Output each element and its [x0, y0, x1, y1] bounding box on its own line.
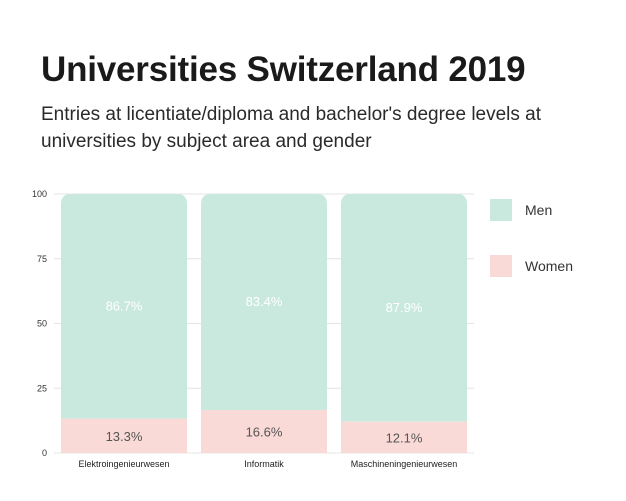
bar-men: [61, 194, 187, 419]
bar-women: [341, 421, 467, 453]
y-tick-label: 0: [42, 448, 47, 458]
bar-men: [201, 194, 327, 411]
legend-swatch-women: [490, 255, 512, 277]
data-label-men: 83.4%: [246, 294, 283, 309]
data-label-women: 13.3%: [106, 429, 143, 444]
bar-women: [201, 410, 327, 453]
y-tick-label: 100: [32, 189, 47, 199]
chart-title: Universities Switzerland 2019: [41, 50, 526, 89]
x-tick-label: Informatik: [244, 459, 284, 469]
legend-label-men: Men: [525, 202, 553, 218]
y-tick-label: 75: [37, 254, 47, 264]
data-label-men: 87.9%: [386, 300, 423, 315]
bar-women: [61, 418, 187, 453]
y-tick-label: 25: [37, 383, 47, 393]
y-tick-label: 50: [37, 319, 47, 329]
chart-legend: Men Women: [490, 198, 573, 310]
data-label-women: 16.6%: [246, 425, 283, 440]
chart-subtitle: Entries at licentiate/diploma and bachel…: [41, 104, 542, 152]
x-tick-label: Maschineningenieurwesen: [351, 459, 458, 469]
data-label-women: 12.1%: [386, 430, 423, 445]
data-label-men: 86.7%: [106, 298, 143, 313]
bar-men: [341, 194, 467, 422]
legend-item-women: Women: [490, 254, 573, 278]
legend-swatch-men: [490, 199, 512, 221]
legend-item-men: Men: [490, 198, 573, 222]
x-tick-label: Elektroingenieurwesen: [78, 459, 169, 469]
legend-label-women: Women: [525, 258, 573, 274]
